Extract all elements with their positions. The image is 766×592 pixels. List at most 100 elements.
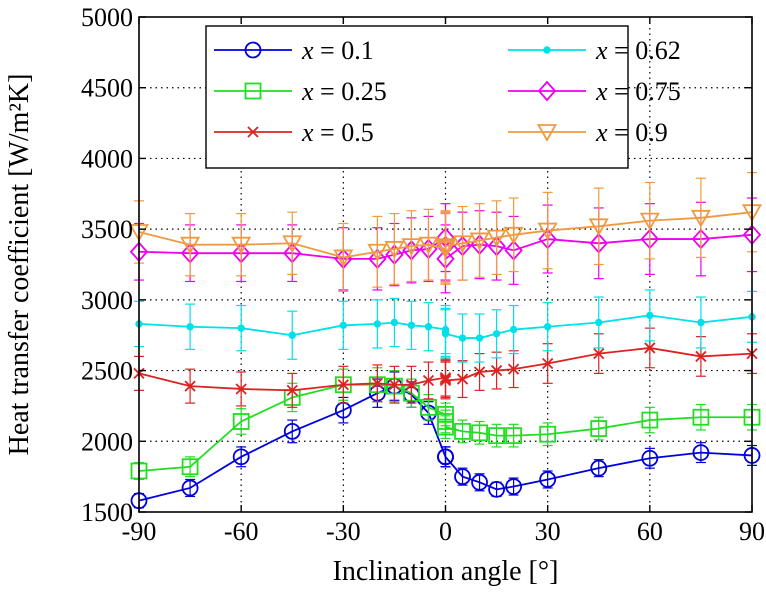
series-group	[130, 371, 761, 510]
data-point	[235, 383, 247, 395]
data-point	[542, 357, 554, 370]
data-point	[388, 379, 401, 391]
x-tick-label: -90	[122, 517, 157, 546]
legend-swatch-marker	[543, 46, 551, 54]
legend-variable: x	[301, 77, 314, 106]
legend-value: = 0.62	[608, 36, 681, 65]
data-point	[595, 318, 603, 327]
data-point	[405, 379, 418, 391]
data-point	[695, 350, 707, 363]
data-point	[181, 479, 199, 497]
data-point	[492, 330, 501, 338]
legend-label: x = 0.75	[595, 77, 681, 106]
data-point	[384, 241, 405, 259]
data-point	[588, 218, 609, 237]
data-point	[697, 318, 705, 327]
series-line	[138, 211, 753, 259]
data-point	[509, 325, 518, 334]
data-point	[503, 226, 524, 245]
y-tick-label: 3500	[81, 215, 133, 244]
legend-box	[205, 25, 629, 169]
data-point	[590, 420, 608, 437]
legend-swatch-marker	[244, 41, 262, 59]
legend-swatch-marker	[244, 82, 262, 100]
data-point	[646, 311, 654, 320]
legend-swatch-marker	[247, 126, 259, 138]
data-point	[543, 323, 552, 331]
data-point	[286, 384, 298, 397]
x-tick-label: 60	[637, 517, 663, 546]
data-point	[507, 363, 520, 375]
legend-variable: x	[301, 118, 314, 147]
y-tick-label: 5000	[81, 3, 133, 32]
data-point	[180, 236, 201, 255]
data-point	[439, 374, 452, 387]
data-point	[371, 377, 384, 389]
data-point	[471, 473, 488, 491]
data-point	[456, 373, 469, 385]
x-tick-label: 30	[535, 517, 561, 546]
series-group	[134, 289, 757, 363]
data-point	[437, 418, 454, 436]
legend-value: = 0.1	[314, 36, 374, 65]
data-point	[488, 427, 505, 445]
series-group	[133, 327, 758, 408]
y-axis-label: Heat transfer coefficient [W/m²K]	[4, 74, 35, 456]
data-point	[282, 235, 303, 254]
legend-label: x = 0.5	[301, 118, 374, 147]
legend-label: x = 0.9	[595, 118, 668, 147]
data-point	[186, 323, 194, 331]
legend-item: x = 0.75	[508, 77, 681, 106]
data-point	[641, 411, 659, 429]
data-point	[424, 323, 433, 331]
data-point	[407, 321, 416, 330]
x-tick-label: -30	[326, 517, 361, 546]
data-point	[644, 342, 656, 354]
data-point	[590, 459, 608, 477]
x-axis-label: Inclination angle [°]	[333, 556, 559, 587]
legend-value: = 0.75	[608, 77, 681, 106]
data-point	[473, 366, 486, 378]
y-tick-label: 4000	[81, 144, 133, 173]
legend-item: x = 0.62	[508, 36, 681, 65]
data-point	[641, 449, 659, 467]
legend-value: = 0.9	[608, 118, 668, 147]
x-tick-label: -60	[224, 517, 259, 546]
legend-label: x = 0.1	[301, 36, 374, 65]
data-point	[422, 374, 435, 387]
data-point	[231, 236, 252, 255]
legend-item: x = 0.9	[508, 118, 668, 147]
data-point	[435, 238, 456, 256]
data-point	[486, 229, 507, 248]
data-point	[454, 422, 471, 440]
data-point	[505, 478, 523, 495]
data-point	[490, 364, 503, 377]
data-point	[441, 330, 450, 338]
data-point	[539, 425, 557, 443]
legend-variable: x	[595, 77, 608, 106]
x-tick-label: 0	[439, 517, 452, 546]
legend-variable: x	[595, 118, 608, 147]
data-point	[184, 380, 196, 392]
data-point	[475, 334, 484, 342]
data-point	[692, 408, 710, 426]
data-point	[692, 444, 710, 462]
legend-item: x = 0.5	[214, 118, 374, 147]
y-tick-label: 4500	[81, 74, 133, 103]
data-point	[237, 324, 245, 332]
data-point	[232, 413, 250, 430]
data-point	[454, 468, 471, 486]
x-tick-label: 90	[739, 517, 765, 546]
data-point	[420, 398, 437, 416]
data-point	[418, 236, 439, 255]
legend-label: x = 0.62	[595, 36, 681, 65]
legend-variable: x	[595, 36, 608, 65]
data-point	[439, 373, 452, 385]
data-point	[690, 209, 711, 228]
data-point	[283, 422, 301, 440]
data-point	[339, 321, 348, 330]
data-point	[537, 222, 558, 241]
legend-variable: x	[301, 36, 314, 65]
legend-swatch-marker	[536, 124, 558, 142]
